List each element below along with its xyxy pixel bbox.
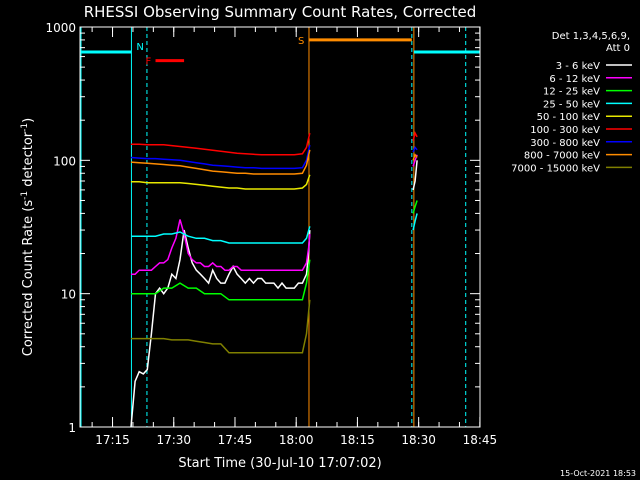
legend-label: 300 - 800 keV <box>530 138 600 149</box>
x-tick-label: 17:15 <box>95 433 130 447</box>
footer-timestamp: 15-Oct-2021 18:53 <box>560 469 636 478</box>
plot-area: NF S <box>80 27 480 428</box>
series-line <box>131 174 311 190</box>
plot-frame <box>79 26 481 428</box>
series-line <box>130 229 311 428</box>
chart-title: RHESSI Observing Summary Count Rates, Co… <box>84 3 477 21</box>
y-axis-label: Corrected Count Rate (s-1 detector-1) <box>20 118 36 356</box>
y-tick-label: 10 <box>61 288 76 302</box>
series-line <box>131 132 311 156</box>
y-tick-label: 100 <box>53 154 76 168</box>
flag-label: S <box>298 36 304 47</box>
legend-header: Att 0 <box>606 43 630 54</box>
x-axis-label: Start Time (30-Jul-10 17:07:02) <box>178 456 381 471</box>
series-line <box>412 213 418 231</box>
x-tick-label: 18:45 <box>463 433 498 447</box>
flag-label: F <box>146 57 152 68</box>
legend-label: 100 - 300 keV <box>530 125 600 136</box>
y-tick-label: 1000 <box>45 21 76 35</box>
series-line <box>131 226 311 244</box>
series-line <box>412 160 418 191</box>
legend-label: 6 - 12 keV <box>549 74 600 85</box>
flag-label: N <box>136 42 143 53</box>
legend: Det 1,3,4,5,6,9,Att 0 3 - 6 keV 6 - 12 keV… <box>511 31 632 174</box>
series-line <box>412 153 418 161</box>
x-tick-label: 18:00 <box>279 433 314 447</box>
axes: 1 10 100 1000 17:15 17:30 17:45 18:00 18:15 18:30… <box>45 21 497 447</box>
legend-label: 25 - 50 keV <box>543 99 600 110</box>
x-tick-label: 17:45 <box>218 433 253 447</box>
x-tick-label: 17:30 <box>156 433 191 447</box>
series-line <box>130 149 311 175</box>
legend-label: 12 - 25 keV <box>543 87 600 98</box>
series-line <box>131 299 311 354</box>
legend-label: 3 - 6 keV <box>556 61 600 72</box>
x-tick-label: 18:15 <box>340 433 375 447</box>
legend-label: 7000 - 15000 keV <box>511 163 600 174</box>
legend-header: Det 1,3,4,5,6,9, <box>552 31 630 42</box>
x-tick-label: 18:30 <box>401 433 436 447</box>
series-line <box>130 144 311 170</box>
y-tick-label: 1 <box>68 421 76 435</box>
series-line <box>412 200 418 214</box>
series-line <box>412 131 418 141</box>
series-line <box>412 145 418 153</box>
legend-label: 800 - 7000 keV <box>524 151 600 162</box>
series-line <box>131 259 311 301</box>
legend-label: 50 - 100 keV <box>537 112 601 123</box>
series-line <box>131 219 311 275</box>
